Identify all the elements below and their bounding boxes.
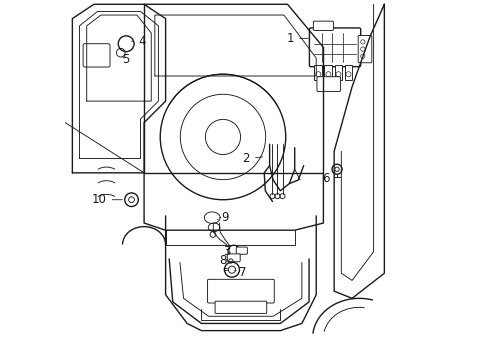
FancyBboxPatch shape (309, 28, 360, 67)
FancyBboxPatch shape (83, 44, 110, 67)
FancyBboxPatch shape (215, 301, 266, 314)
FancyBboxPatch shape (357, 36, 371, 63)
Text: 4: 4 (131, 35, 146, 48)
Text: 1: 1 (286, 32, 307, 45)
FancyBboxPatch shape (207, 279, 274, 303)
FancyBboxPatch shape (227, 254, 240, 262)
Text: 7: 7 (234, 266, 246, 279)
FancyBboxPatch shape (313, 21, 333, 31)
FancyBboxPatch shape (324, 65, 332, 80)
Text: 6: 6 (322, 172, 335, 185)
FancyBboxPatch shape (314, 65, 322, 80)
FancyBboxPatch shape (334, 65, 342, 80)
Text: 8: 8 (219, 254, 227, 267)
FancyBboxPatch shape (236, 247, 247, 254)
Text: 3: 3 (223, 245, 230, 258)
FancyBboxPatch shape (316, 77, 340, 91)
FancyBboxPatch shape (344, 65, 352, 80)
Text: 10: 10 (92, 193, 122, 206)
Text: 2: 2 (242, 152, 262, 165)
Text: 5: 5 (122, 53, 129, 66)
Text: 9: 9 (217, 211, 228, 224)
